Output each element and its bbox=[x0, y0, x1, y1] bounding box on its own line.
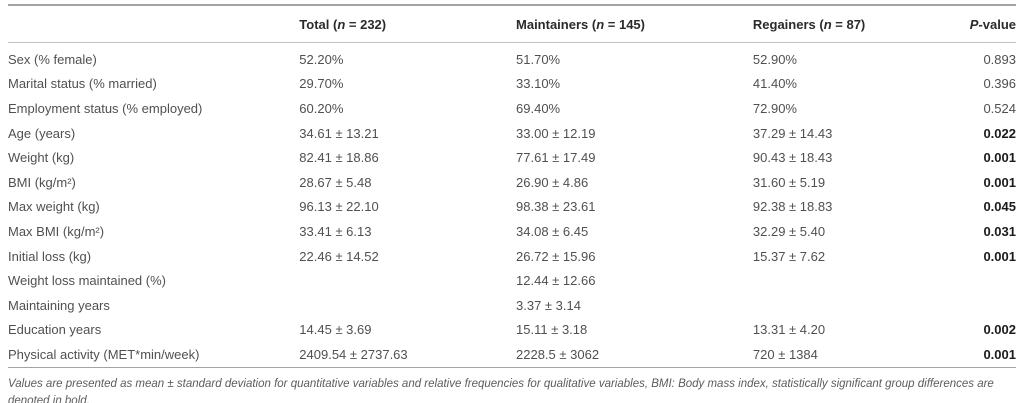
cell-total: 60.20% bbox=[299, 100, 344, 116]
table-row: Initial loss (kg) 22.46 ± 14.52 26.72 ± … bbox=[8, 244, 1016, 269]
cell-regainers: 32.29 ± 5.40 bbox=[752, 223, 826, 239]
header-regainers: Regainers (n = 87) bbox=[752, 5, 941, 43]
cell-maintainers: 26.90 ± 4.86 bbox=[516, 174, 589, 190]
header-empty-cell bbox=[8, 5, 300, 43]
table-body: Sex (% female) 52.20% 51.70% 52.90% 0.89… bbox=[8, 43, 1016, 368]
table-row: Education years 14.45 ± 3.69 15.11 ± 3.1… bbox=[8, 318, 1016, 343]
table-row: Age (years) 34.61 ± 13.21 33.00 ± 12.19 … bbox=[8, 121, 1016, 146]
cell-regainers: 52.90% bbox=[752, 51, 797, 67]
cell-pvalue: 0.002 bbox=[983, 322, 1016, 338]
header-regainers-count: = 87) bbox=[831, 17, 866, 32]
cell-pvalue: 0.045 bbox=[983, 199, 1016, 215]
cell-regainers: 720 ± 1384 bbox=[752, 346, 818, 362]
row-label: Employment status (% employed) bbox=[8, 100, 203, 116]
cell-total: 34.61 ± 13.21 bbox=[299, 125, 379, 141]
header-row: Total (n = 232) Maintainers (n = 145) Re… bbox=[8, 5, 1016, 43]
header-pvalue-text: -value bbox=[978, 17, 1016, 32]
cell-maintainers: 2228.5 ± 3062 bbox=[516, 346, 600, 362]
row-label: Maintaining years bbox=[8, 297, 110, 313]
cell-regainers: 92.38 ± 18.83 bbox=[752, 199, 833, 215]
cell-total: 52.20% bbox=[299, 51, 344, 67]
cell-maintainers: 26.72 ± 15.96 bbox=[516, 248, 596, 264]
cell-total: 22.46 ± 14.52 bbox=[299, 248, 379, 264]
cell-pvalue: 0.022 bbox=[983, 125, 1016, 141]
header-total-text: Total ( bbox=[299, 17, 338, 32]
cell-pvalue: 0.001 bbox=[983, 346, 1016, 362]
table-row: Employment status (% employed) 60.20% 69… bbox=[8, 96, 1016, 121]
header-pvalue: P-value bbox=[940, 5, 1016, 43]
cell-total: 82.41 ± 18.86 bbox=[299, 150, 379, 166]
cell-pvalue bbox=[940, 293, 1016, 318]
cell-total: 2409.54 ± 2737.63 bbox=[299, 346, 408, 362]
cell-maintainers: 12.44 ± 12.66 bbox=[516, 273, 596, 289]
cell-maintainers: 3.37 ± 3.14 bbox=[516, 297, 581, 313]
table-row: Max weight (kg) 96.13 ± 22.10 98.38 ± 23… bbox=[8, 195, 1016, 220]
header-maintainers: Maintainers (n = 145) bbox=[516, 5, 753, 43]
table-row: Weight (kg) 82.41 ± 18.86 77.61 ± 17.49 … bbox=[8, 145, 1016, 170]
table-row: Weight loss maintained (%) 12.44 ± 12.66 bbox=[8, 268, 1016, 293]
cell-maintainers: 77.61 ± 17.49 bbox=[516, 150, 596, 166]
table-row: Sex (% female) 52.20% 51.70% 52.90% 0.89… bbox=[8, 43, 1016, 72]
header-total-n: n bbox=[337, 17, 346, 32]
header-maintainers-n: n bbox=[596, 17, 605, 32]
table-row: Max BMI (kg/m²) 33.41 ± 6.13 34.08 ± 6.4… bbox=[8, 219, 1016, 244]
header-maintainers-text: Maintainers ( bbox=[516, 17, 597, 32]
header-pvalue-p: P bbox=[969, 17, 979, 32]
row-label: Marital status (% married) bbox=[8, 76, 157, 92]
cell-regainers bbox=[753, 293, 940, 318]
cell-regainers bbox=[753, 268, 940, 293]
cell-total bbox=[299, 293, 516, 318]
cell-pvalue: 0.001 bbox=[983, 150, 1016, 166]
cell-maintainers: 33.10% bbox=[516, 76, 561, 92]
cell-pvalue: 0.031 bbox=[983, 223, 1016, 239]
cell-pvalue: 0.001 bbox=[983, 248, 1016, 264]
table-row: Physical activity (MET*min/week) 2409.54… bbox=[8, 342, 1016, 367]
demographics-table: Total (n = 232) Maintainers (n = 145) Re… bbox=[8, 4, 1016, 368]
cell-maintainers: 33.00 ± 12.19 bbox=[516, 125, 596, 141]
table-footnote: Values are presented as mean ± standard … bbox=[8, 377, 994, 403]
row-label: Education years bbox=[8, 322, 102, 338]
header-total: Total (n = 232) bbox=[299, 5, 517, 43]
table-row: Maintaining years 3.37 ± 3.14 bbox=[8, 293, 1016, 318]
table-row: Marital status (% married) 29.70% 33.10%… bbox=[8, 72, 1016, 97]
cell-pvalue: 0.396 bbox=[983, 76, 1016, 92]
header-regainers-text: Regainers ( bbox=[752, 17, 824, 32]
cell-regainers: 15.37 ± 7.62 bbox=[752, 248, 826, 264]
cell-regainers: 31.60 ± 5.19 bbox=[752, 174, 826, 190]
cell-pvalue: 0.524 bbox=[983, 100, 1016, 116]
cell-pvalue bbox=[940, 268, 1016, 293]
row-label: Max weight (kg) bbox=[8, 199, 100, 215]
cell-pvalue: 0.893 bbox=[983, 51, 1016, 67]
cell-total: 29.70% bbox=[299, 76, 344, 92]
cell-pvalue: 0.001 bbox=[983, 174, 1016, 190]
table-row: BMI (kg/m²) 28.67 ± 5.48 26.90 ± 4.86 31… bbox=[8, 170, 1016, 195]
cell-total: 33.41 ± 6.13 bbox=[299, 223, 372, 239]
cell-total bbox=[299, 268, 516, 293]
header-total-count: = 232) bbox=[345, 17, 387, 32]
row-label: Physical activity (MET*min/week) bbox=[8, 346, 200, 362]
header-maintainers-count: = 145) bbox=[604, 17, 645, 32]
cell-total: 28.67 ± 5.48 bbox=[299, 174, 372, 190]
cell-total: 14.45 ± 3.69 bbox=[299, 322, 372, 338]
cell-regainers: 37.29 ± 14.43 bbox=[752, 125, 833, 141]
row-label: Sex (% female) bbox=[8, 51, 97, 67]
row-label: Initial loss (kg) bbox=[8, 248, 92, 264]
row-label: Weight (kg) bbox=[8, 150, 75, 166]
row-label: Weight loss maintained (%) bbox=[8, 273, 166, 289]
cell-regainers: 72.90% bbox=[752, 100, 797, 116]
row-label: Age (years) bbox=[8, 125, 76, 141]
cell-regainers: 13.31 ± 4.20 bbox=[752, 322, 826, 338]
header-regainers-n: n bbox=[823, 17, 832, 32]
row-label: Max BMI (kg/m²) bbox=[8, 223, 105, 239]
cell-regainers: 90.43 ± 18.43 bbox=[752, 150, 833, 166]
cell-maintainers: 98.38 ± 23.61 bbox=[516, 199, 596, 215]
cell-maintainers: 51.70% bbox=[516, 51, 561, 67]
row-label: BMI (kg/m²) bbox=[8, 174, 76, 190]
cell-maintainers: 15.11 ± 3.18 bbox=[516, 322, 588, 338]
cell-total: 96.13 ± 22.10 bbox=[299, 199, 379, 215]
cell-maintainers: 34.08 ± 6.45 bbox=[516, 223, 589, 239]
cell-regainers: 41.40% bbox=[752, 76, 797, 92]
cell-maintainers: 69.40% bbox=[516, 100, 561, 116]
